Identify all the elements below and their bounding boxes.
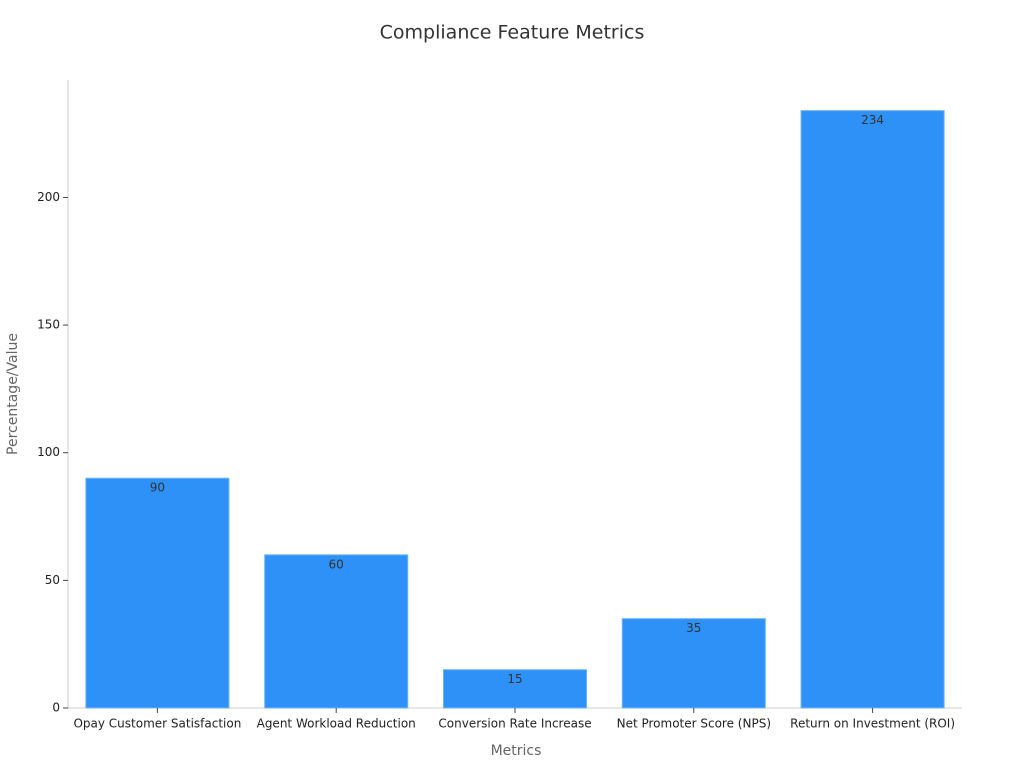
y-tick-label: 50 (45, 573, 60, 587)
chart-title: Compliance Feature Metrics (380, 22, 645, 44)
bar (264, 554, 409, 709)
y-tick-label: 100 (37, 445, 60, 459)
x-tick-label: Agent Workload Reduction (257, 717, 416, 731)
y-tick-label: 0 (52, 701, 60, 715)
data-label: 60 (329, 557, 344, 571)
x-tick-label: Net Promoter Score (NPS) (617, 717, 771, 731)
bar (442, 669, 588, 709)
y-axis-label: Percentage/Value (5, 333, 21, 455)
data-label: 15 (507, 672, 522, 686)
data-label: 90 (150, 481, 165, 495)
bar (621, 618, 766, 709)
y-tick-label: 200 (37, 190, 60, 204)
data-label: 234 (861, 113, 884, 127)
bar (85, 477, 230, 709)
bar (800, 110, 945, 709)
x-tick-label: Opay Customer Satisfaction (73, 717, 241, 731)
x-tick-label: Conversion Rate Increase (438, 717, 591, 731)
y-tick-label: 150 (37, 318, 60, 332)
x-axis-label: Metrics (491, 743, 542, 759)
data-label: 35 (686, 621, 701, 635)
x-tick-label: Return on Investment (ROI) (790, 717, 955, 731)
